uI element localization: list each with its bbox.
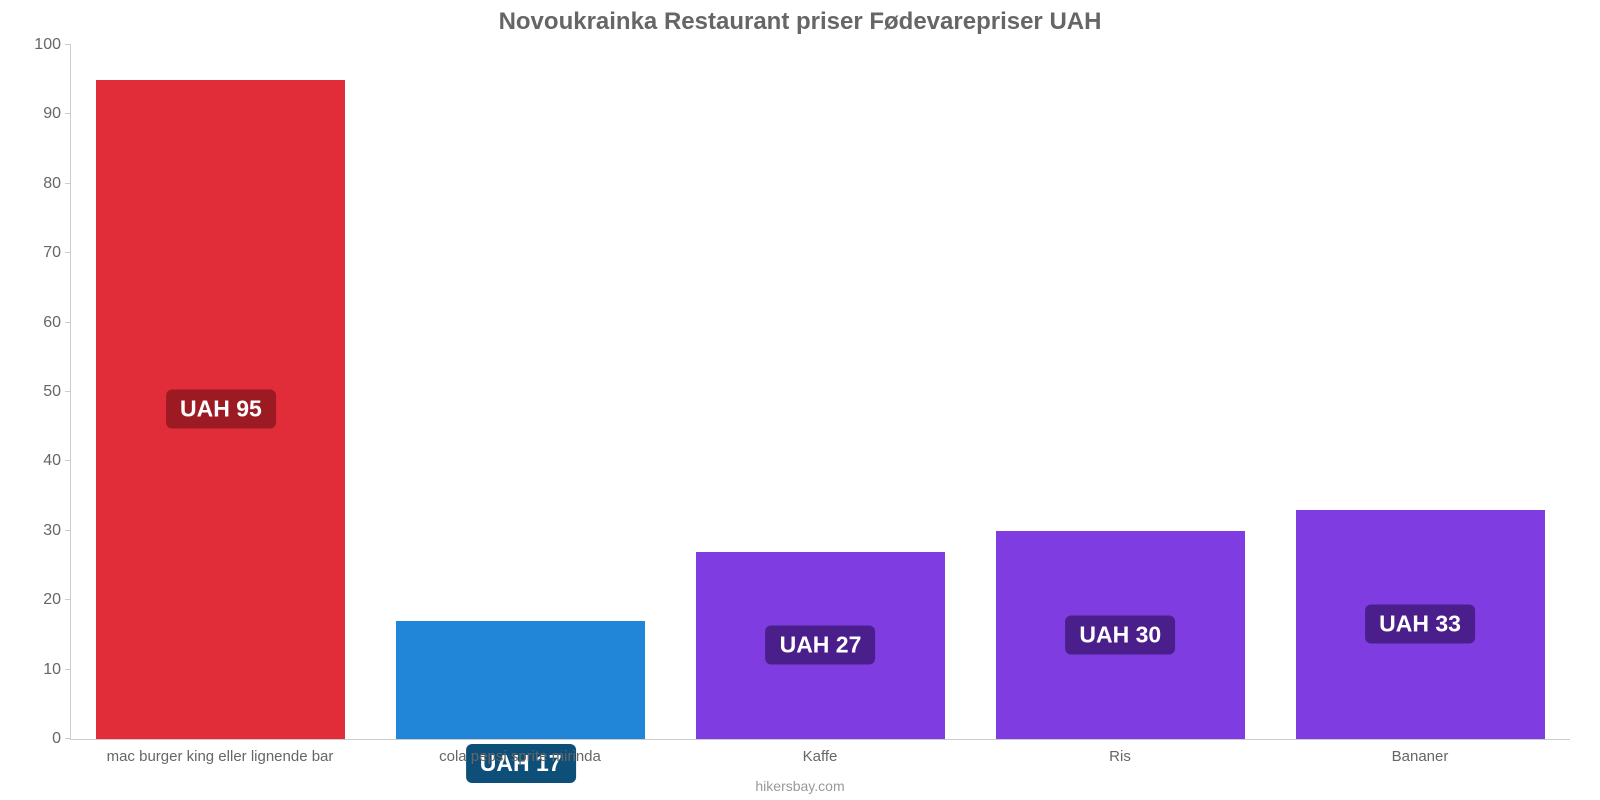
bar: UAH 95 [96,80,345,739]
y-tick-mark [65,44,71,45]
y-tick-label: 10 [21,661,71,679]
bar: UAH 17 [396,621,645,739]
y-tick-label: 0 [21,730,71,748]
bar: UAH 27 [696,552,945,739]
y-tick-mark [65,530,71,531]
y-tick-mark [65,738,71,739]
bar-value-label: UAH 27 [766,626,876,665]
bar-slot: UAH 95 [71,45,371,739]
plot-area: UAH 95UAH 17UAH 27UAH 30UAH 33 010203040… [70,45,1570,740]
y-tick-mark [65,391,71,392]
price-bar-chart: Novoukrainka Restaurant priser Fødevarep… [0,0,1600,800]
chart-title: Novoukrainka Restaurant priser Fødevarep… [0,8,1600,36]
y-tick-label: 50 [21,383,71,401]
bar-slot: UAH 27 [671,45,971,739]
x-axis-labels: mac burger king eller lignende barcola p… [70,742,1570,765]
y-tick-label: 90 [21,105,71,123]
bar-value-label: UAH 30 [1065,615,1175,654]
x-axis-label: Bananer [1270,742,1570,765]
attribution-text: hikersbay.com [0,778,1600,794]
bar-value-label: UAH 95 [166,390,276,429]
bars-row: UAH 95 UAH 17 UAH 27 UAH 30 UAH 33 [71,45,1570,739]
x-axis-label: cola pepsi sprite mirinda [370,742,670,765]
bar-slot: UAH 17 [371,45,671,739]
y-tick-label: 80 [21,175,71,193]
bar-slot: UAH 30 [970,45,1270,739]
y-tick-label: 100 [21,36,71,54]
y-tick-mark [65,599,71,600]
y-tick-mark [65,252,71,253]
y-tick-label: 40 [21,452,71,470]
y-tick-label: 30 [21,522,71,540]
y-tick-mark [65,183,71,184]
y-tick-mark [65,460,71,461]
x-axis-label: mac burger king eller lignende bar [70,742,370,765]
y-tick-mark [65,113,71,114]
x-axis-label: Kaffe [670,742,970,765]
y-tick-label: 20 [21,591,71,609]
bar: UAH 33 [1296,510,1545,739]
y-tick-mark [65,669,71,670]
y-tick-mark [65,322,71,323]
y-tick-label: 60 [21,314,71,332]
y-tick-label: 70 [21,244,71,262]
bar: UAH 30 [996,531,1245,739]
bar-value-label: UAH 33 [1365,605,1475,644]
bar-slot: UAH 33 [1270,45,1570,739]
x-axis-label: Ris [970,742,1270,765]
